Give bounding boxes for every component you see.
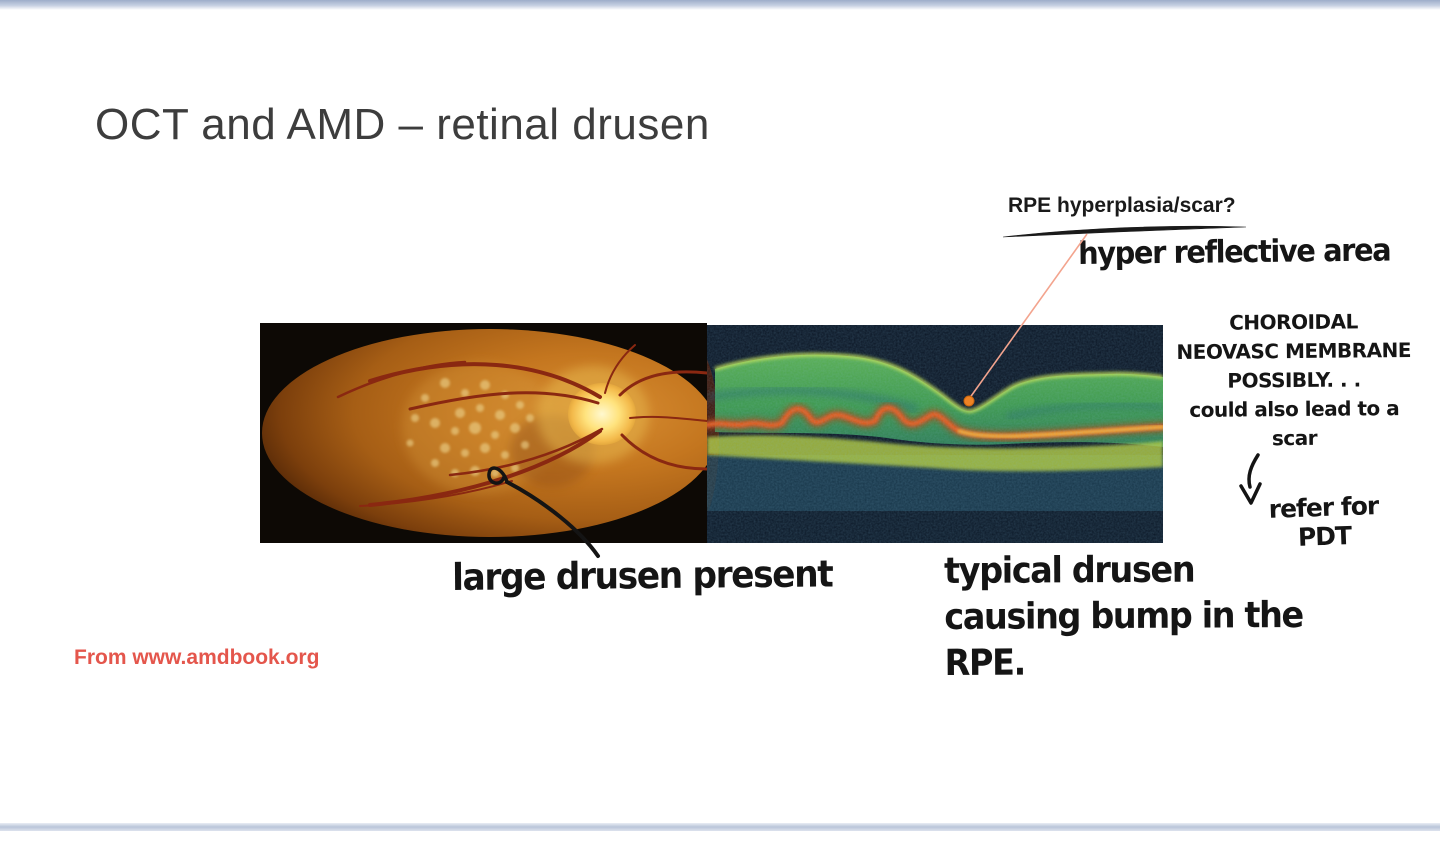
oct-scan <box>707 325 1163 543</box>
rpe-hyperplasia-label: RPE hyperplasia/scar? <box>1008 194 1236 217</box>
choroidal-note-line: CHOROIDAL <box>1229 309 1358 335</box>
large-drusen-note: large drusen present <box>452 552 833 599</box>
choroidal-note-line: could also lead to a <box>1189 396 1400 422</box>
refer-note: refer for PDT <box>1255 491 1393 554</box>
drusen-speckles <box>406 378 534 477</box>
typical-drusen-line: RPE. <box>944 642 1025 685</box>
choroidal-note-line: NEOVASC MEMBRANE <box>1176 337 1412 365</box>
typical-drusen-line: typical drusen <box>944 549 1195 592</box>
source-credit: From www.amdbook.org <box>74 646 320 669</box>
choroidal-note-line: POSSIBLY. . . <box>1227 367 1361 393</box>
fundus-photo <box>260 323 707 543</box>
hyperreflective-note: hyper reflective area <box>1078 232 1391 272</box>
typical-drusen-line: causing bump in the <box>944 595 1303 639</box>
page-title: OCT and AMD – retinal drusen <box>95 100 710 149</box>
choroidal-note: CHOROIDAL NEOVASC MEMBRANE POSSIBLY. . .… <box>1157 307 1430 454</box>
refer-note-line: refer for <box>1268 491 1379 524</box>
optic-disc <box>568 383 636 445</box>
choroidal-note-line: scar <box>1271 425 1318 451</box>
slide-bottom-border <box>0 823 1440 831</box>
slide-top-border <box>0 0 1440 10</box>
typical-drusen-note: typical drusen causing bump in the RPE. <box>944 547 1303 687</box>
